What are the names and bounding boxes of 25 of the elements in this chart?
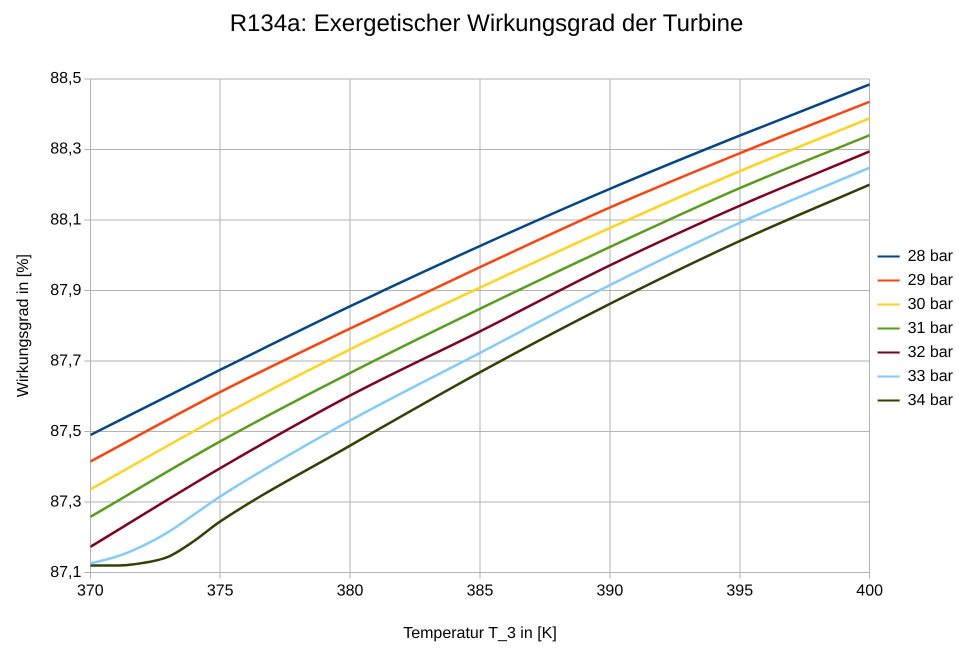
- x-tick-label: 380: [336, 582, 364, 600]
- y-axis-title: Wirkungsgrad in [%]: [15, 254, 32, 398]
- legend-label: 32 bar: [908, 344, 954, 361]
- legend-label: 30 bar: [908, 296, 954, 313]
- legend-label: 31 bar: [908, 320, 954, 337]
- x-tick-label: 370: [76, 582, 104, 600]
- y-tick-label: 87,5: [50, 422, 82, 440]
- y-tick-label: 87,7: [50, 352, 82, 370]
- x-tick-label: 390: [596, 582, 624, 600]
- x-tick-label: 375: [206, 582, 234, 600]
- legend-label: 33 bar: [908, 368, 954, 385]
- x-tick-label: 400: [856, 582, 884, 600]
- chart-title: R134a: Exergetischer Wirkungsgrad der Turbine: [230, 10, 744, 38]
- x-axis-title: Temperatur T_3 in [K]: [403, 624, 557, 642]
- legend-label: 34 bar: [908, 392, 954, 409]
- y-tick-label: 88,3: [50, 140, 82, 158]
- legend-label: 29 bar: [908, 272, 954, 289]
- legend-label: 28 bar: [908, 248, 954, 265]
- y-tick-label: 87,9: [50, 282, 82, 299]
- x-tick-label: 395: [726, 582, 754, 600]
- x-tick-label: 385: [466, 582, 494, 600]
- y-tick-label: 88,5: [50, 70, 82, 88]
- y-tick-label: 88,1: [50, 211, 82, 228]
- y-tick-label: 87,3: [50, 493, 82, 510]
- y-tick-label: 87,1: [50, 564, 82, 582]
